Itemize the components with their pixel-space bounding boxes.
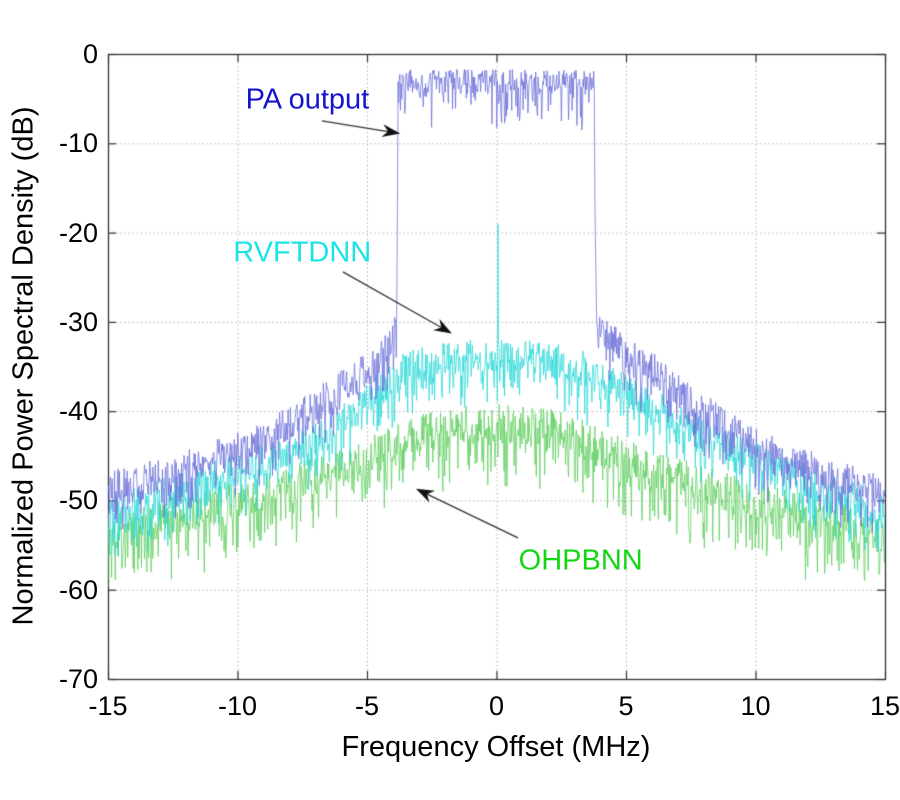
y-tick-label: 0 [82,39,98,69]
annotation-label-pa-output: PA output [245,83,370,116]
y-tick-label: -50 [58,485,98,516]
y-tick-label: -60 [58,574,98,605]
x-axis-title: Frequency Offset (MHz) [341,731,651,763]
x-tick-label: 0 [488,691,505,721]
x-tick-label: -15 [88,691,128,721]
x-tick-label: -10 [217,691,258,721]
x-tick-label: -5 [354,691,379,721]
x-tick-label: 10 [740,691,771,721]
y-tick-label: -40 [58,396,98,427]
y-axis-title: Normalized Power Spectral Density (dB) [7,106,40,626]
y-tick-label: -70 [58,664,98,694]
y-tick-label: -30 [58,306,98,337]
x-tick-label: 5 [618,691,634,721]
x-tick-label: 15 [869,691,900,721]
y-tick-label: -20 [58,217,98,248]
annotation-label-rvftdnn: RVFTDNN [233,236,372,269]
annotation-label-ohpbnn: OHPBNN [518,544,643,577]
y-tick-label: -10 [58,128,98,159]
